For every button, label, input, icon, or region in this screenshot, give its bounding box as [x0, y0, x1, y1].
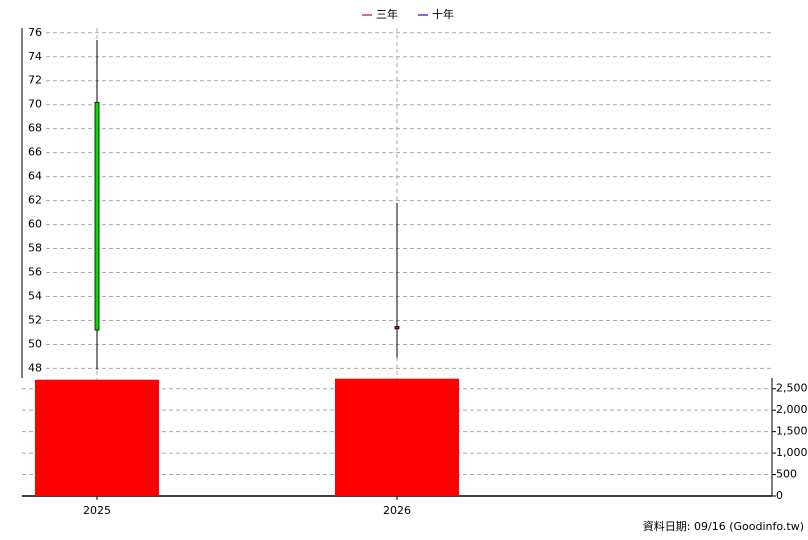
x-tick-label: 2026: [383, 504, 411, 517]
volume-bar: [35, 379, 159, 496]
y2-tick-label: 0: [776, 489, 783, 502]
y-tick-label: 62: [28, 194, 42, 207]
y-tick-label: 56: [28, 266, 42, 279]
y-tick-label: 76: [28, 26, 42, 39]
x-tick-label: 2025: [83, 504, 111, 517]
y2-tick-label: 2,500: [776, 382, 808, 395]
y-tick-label: 48: [28, 361, 42, 374]
y-tick-label: 66: [28, 146, 42, 159]
y2-tick-label: 1,000: [776, 446, 808, 459]
volume-bar: [335, 378, 459, 496]
candle-body: [94, 101, 100, 331]
candle-body: [394, 326, 400, 330]
footer: 資料日期: 09/16 (Goodinfo.tw): [643, 519, 804, 533]
y-tick-label: 60: [28, 218, 42, 231]
y-tick-label: 72: [28, 74, 42, 87]
y-tick-label: 58: [28, 242, 42, 255]
y-tick-label: 54: [28, 289, 42, 302]
y-tick-label: 64: [28, 170, 42, 183]
legend-label: 十年: [432, 7, 454, 21]
y2-tick-label: 2,000: [776, 403, 808, 416]
y2-tick-label: 1,500: [776, 425, 808, 438]
legend-label: 三年: [376, 7, 398, 21]
y-tick-label: 68: [28, 122, 42, 135]
y-tick-label: 52: [28, 313, 42, 326]
y-tick-label: 50: [28, 337, 42, 350]
y-tick-label: 70: [28, 98, 42, 111]
y-tick-label: 74: [28, 50, 42, 63]
y2-tick-label: 500: [776, 468, 797, 481]
